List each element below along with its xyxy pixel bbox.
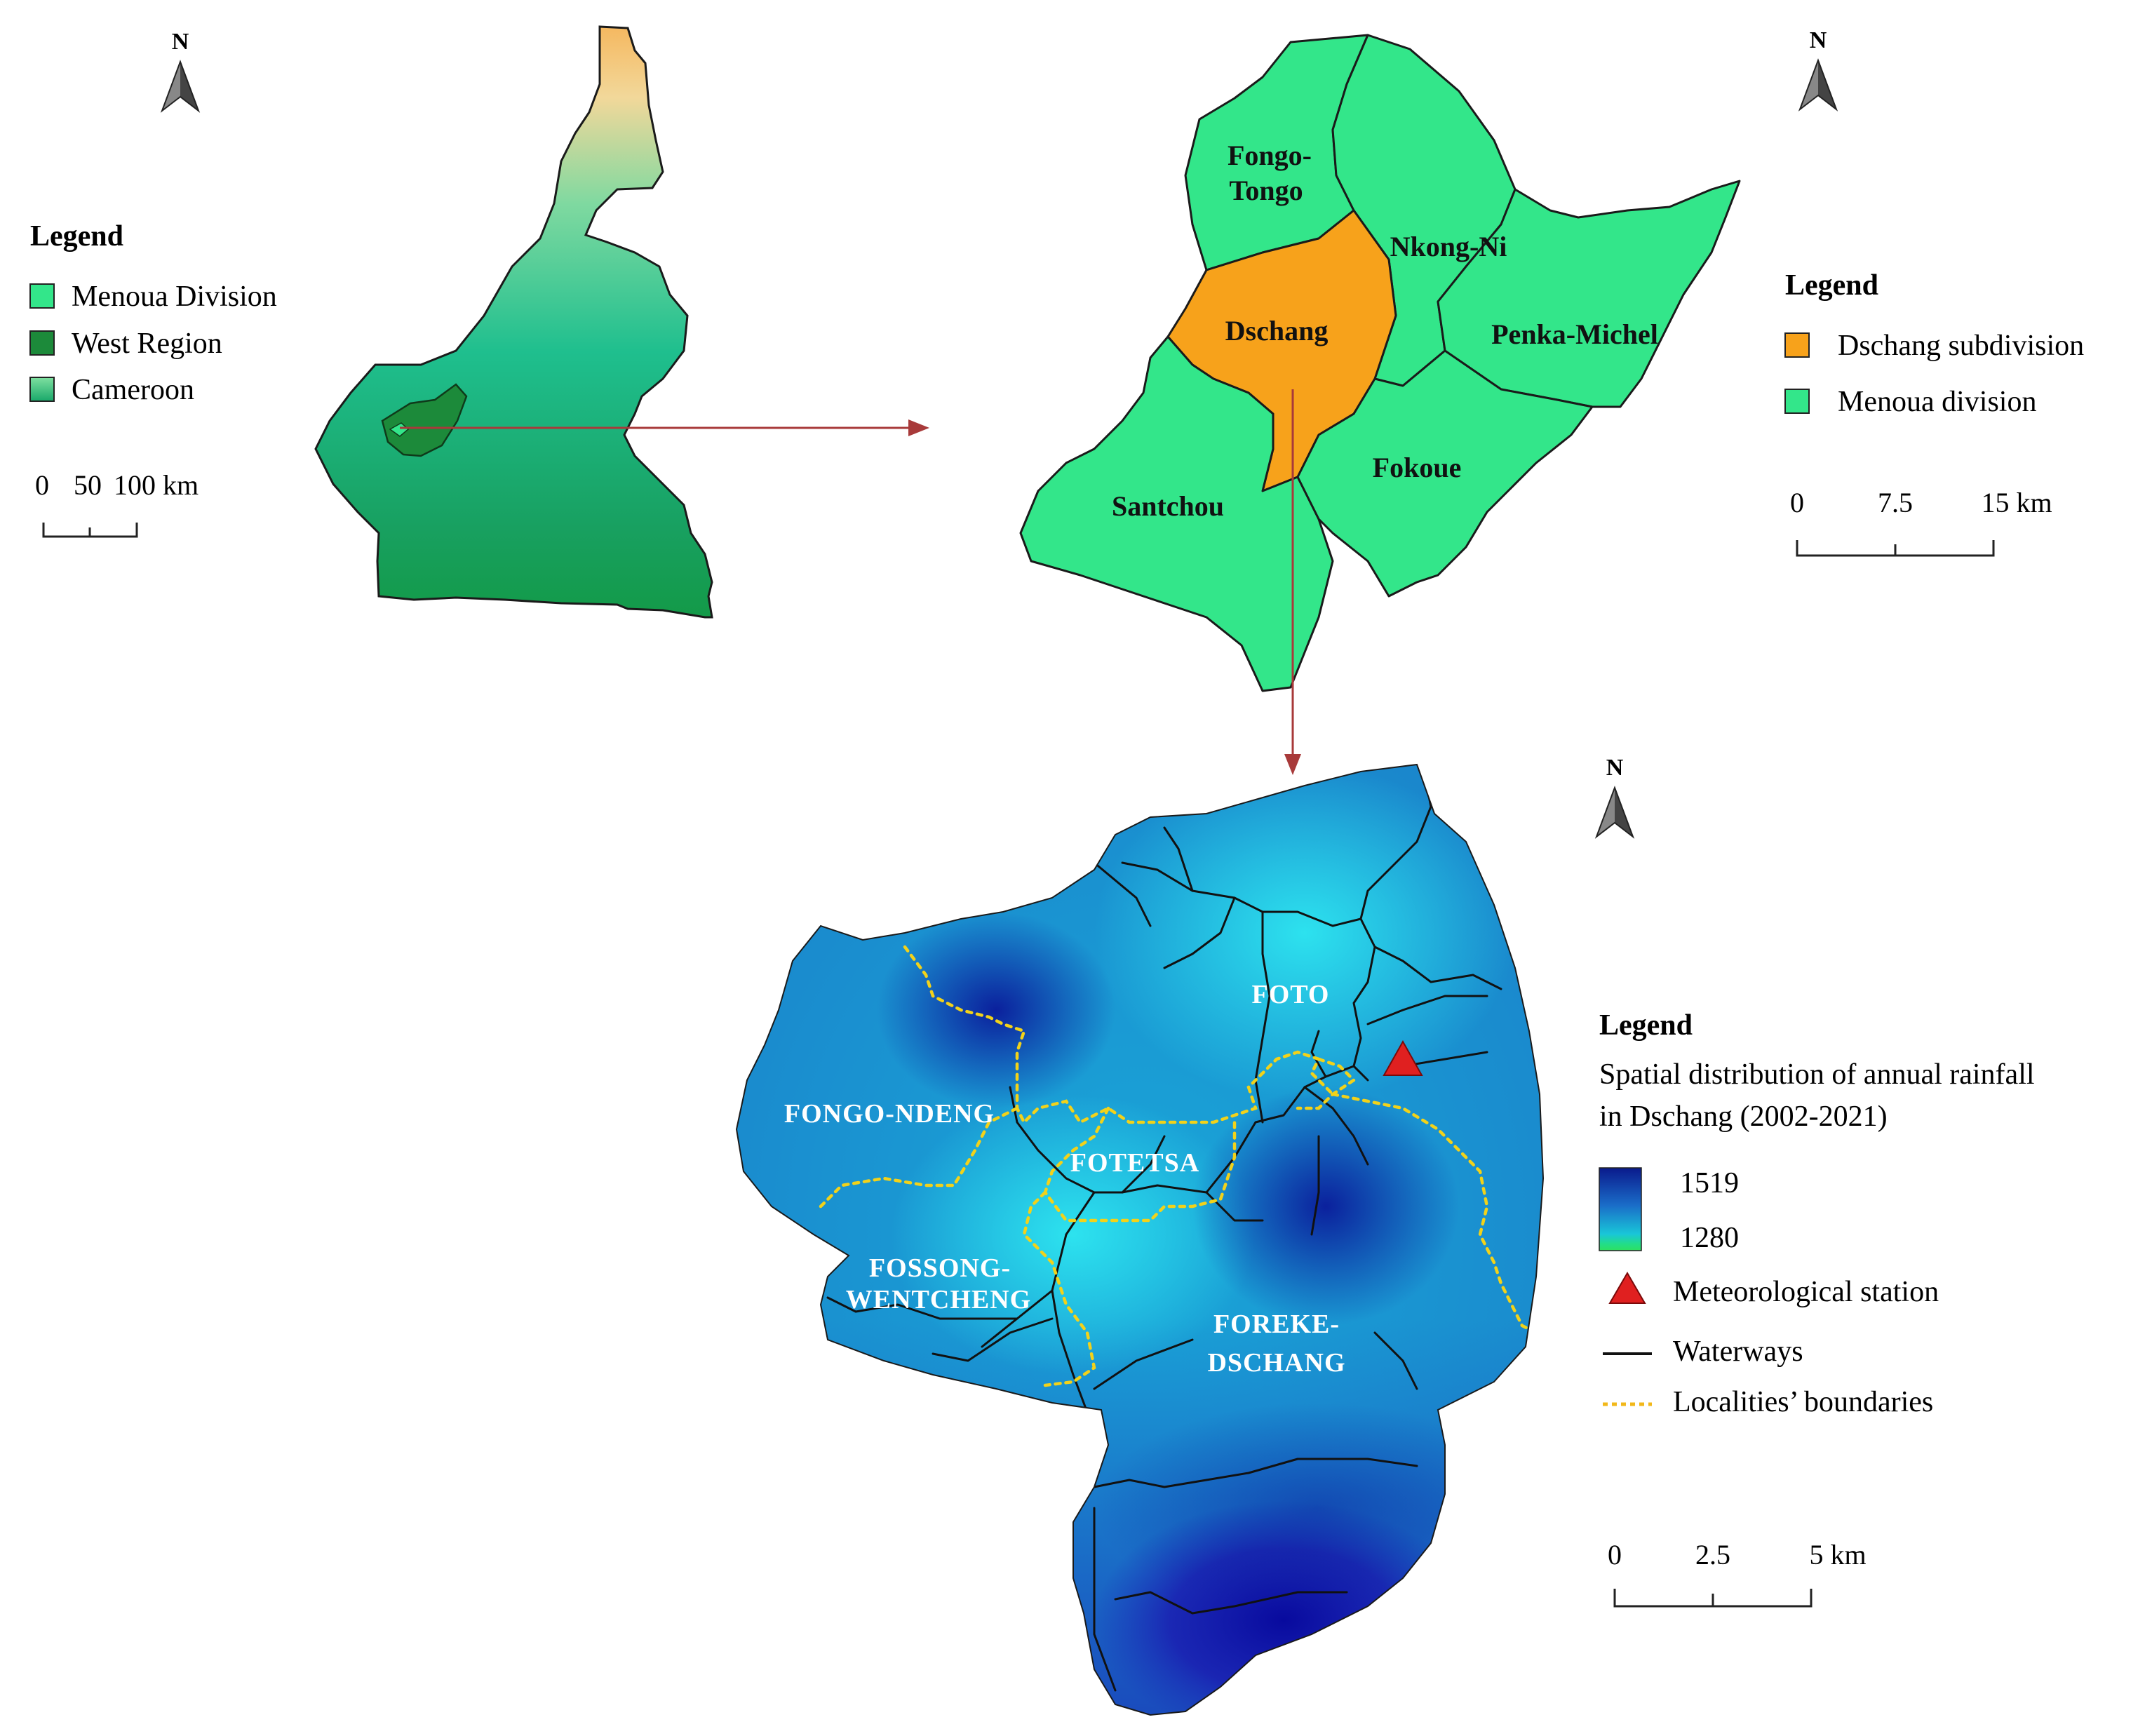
region-santchou [1019, 335, 1334, 692]
cameroon-legend-title: Legend [30, 220, 123, 253]
rainfall-map [737, 765, 1543, 1715]
menoua-map [1019, 34, 1741, 692]
svg-text:0: 0 [1608, 1539, 1622, 1570]
legend-swatch-west [29, 330, 55, 356]
rainfall-legend-subtitle-2: in Dschang (2002-2021) [1599, 1101, 1888, 1133]
rainfall-min-label: 1280 [1680, 1222, 1739, 1254]
legend-label-west: West Region [72, 328, 222, 360]
legend-label-boundaries: Localities’ boundaries [1673, 1386, 1933, 1418]
region-label-dschang: Dschang [1225, 315, 1329, 346]
locality-label-fongo-ndeng: FONGO-NDENG [784, 1099, 995, 1129]
menoua-legend-title: Legend [1785, 269, 1878, 302]
legend-swatch-dschang [1784, 332, 1810, 358]
legend-label-waterways: Waterways [1673, 1335, 1803, 1368]
region-label-fongo-tongo-2: Tongo [1229, 175, 1303, 206]
legend-label-menoua: Menoua Division [72, 281, 277, 313]
dschang-panel: N [736, 755, 2035, 1716]
cameroon-panel: N Legend Menoua Division West Region Cam… [29, 25, 929, 619]
legend-label-station: Meteorological station [1673, 1276, 1939, 1308]
legend-swatch-cameroon [29, 377, 55, 402]
locality-label-foreke-1: FOREKE- [1213, 1310, 1340, 1339]
link-arrow-1-head [908, 419, 929, 436]
cameroon-map [314, 25, 713, 619]
rainfall-legend-title: Legend [1599, 1009, 1693, 1042]
region-penka-michel [1437, 180, 1741, 408]
north-label: N [172, 29, 189, 55]
region-label-santchou: Santchou [1112, 490, 1224, 522]
svg-text:N: N [1606, 755, 1624, 781]
svg-text:7.5: 7.5 [1878, 487, 1913, 518]
link-arrow-2-head [1284, 754, 1301, 775]
dschang-scale-bar: 0 2.5 5 km [1608, 1539, 1867, 1608]
rainfall-color-bar [1599, 1167, 1642, 1251]
locality-label-fotetsa: FOTETSA [1070, 1148, 1199, 1178]
legend-swatch-menoua [29, 283, 55, 309]
cameroon-scale-bar: 0 50 100 km [35, 469, 199, 538]
svg-text:N: N [1810, 27, 1827, 53]
legend-label-cameroon: Cameroon [72, 374, 194, 406]
locality-label-foreke-2: DSCHANG [1207, 1348, 1345, 1378]
rainfall-legend-subtitle-1: Spatial distribution of annual rainfall [1599, 1058, 2035, 1091]
north-arrow-icon: N [160, 29, 201, 113]
region-label-fokoue: Fokoue [1373, 452, 1462, 483]
legend-station-icon [1608, 1272, 1646, 1304]
menoua-scale-bar: 0 7.5 15 km [1790, 487, 2052, 557]
region-label-nkong-ni: Nkong-Ni [1390, 231, 1507, 262]
svg-text:0: 0 [1790, 487, 1804, 518]
svg-text:15 km: 15 km [1981, 487, 2052, 518]
meteorological-station-marker [1383, 1039, 1423, 1076]
legend-label-dschang: Dschang subdivision [1838, 330, 2084, 362]
west-region-shape [381, 383, 468, 457]
rainfall-max-label: 1519 [1680, 1167, 1739, 1199]
locality-boundaries [819, 945, 1538, 1387]
locality-label-fossong-1: FOSSONG- [869, 1253, 1011, 1283]
north-arrow-icon: N [1594, 755, 1635, 839]
legend-label-menoua-division: Menoua division [1838, 386, 2036, 418]
menoua-in-cameroon [389, 422, 410, 437]
menoua-panel: N Fongo- Tongo Nkong-Ni Dschang Penka-Mi… [1019, 27, 2084, 775]
region-label-fongo-tongo-1: Fongo- [1228, 140, 1312, 171]
region-label-penka-michel: Penka-Michel [1491, 318, 1658, 350]
north-arrow-icon: N [1798, 27, 1838, 112]
svg-text:100 km: 100 km [114, 469, 199, 501]
svg-text:5 km: 5 km [1809, 1539, 1866, 1570]
locality-label-foto: FOTO [1252, 980, 1330, 1009]
svg-text:0: 0 [35, 469, 49, 501]
svg-text:50: 50 [74, 469, 102, 501]
region-fokoue [1296, 349, 1594, 598]
svg-text:2.5: 2.5 [1695, 1539, 1730, 1570]
locality-label-fossong-2: WENTCHENG [846, 1285, 1031, 1314]
legend-swatch-menoua-division [1784, 389, 1810, 414]
waterways [826, 770, 1502, 1692]
